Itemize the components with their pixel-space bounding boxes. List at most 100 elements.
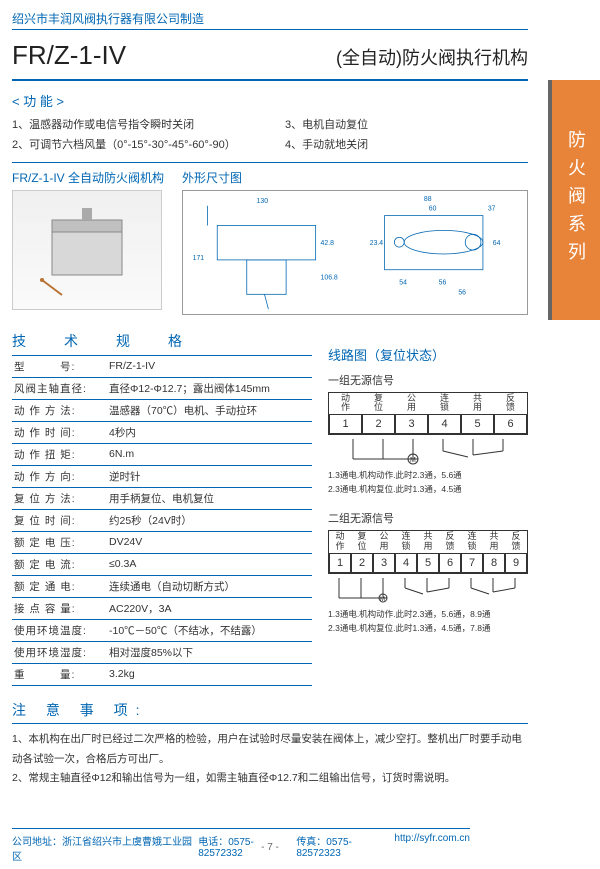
spec-value: ≤0.3A — [107, 553, 312, 575]
terminal-cell: 复位 — [351, 531, 373, 553]
spec-row: 型 号:FR/Z-1-IV — [12, 356, 312, 378]
svg-text:M: M — [410, 457, 416, 464]
features-heading: < 功 能 > — [12, 91, 528, 110]
title-row: FR/Z-1-IV (全自动)防火阀执行机构 — [12, 36, 528, 81]
spec-row: 动 作 方 向:逆时针 — [12, 465, 312, 487]
footer-fax: 传真：0575-82572323 — [296, 833, 394, 863]
spec-row: 使用环境湿度:相对湿度85%以下 — [12, 641, 312, 663]
circuit-column: 线路图（复位状态） 一组无源信号 动作复位公用连锁共用反馈 123456 M 1… — [328, 327, 528, 686]
svg-text:130: 130 — [257, 197, 269, 204]
spec-row: 风阀主轴直径:直径Φ12-Φ12.7；露出阀体145mm — [12, 377, 312, 399]
spec-label: 额 定 电 流: — [12, 553, 107, 575]
spec-row: 额 定 通 电:连续通电（自动切断方式） — [12, 575, 312, 597]
spec-value: 逆时针 — [107, 465, 312, 487]
spec-row: 复 位 时 间:约25秒（24V时） — [12, 509, 312, 531]
spec-value: FR/Z-1-IV — [107, 356, 312, 378]
spec-value: 温感器（70℃）电机、手动拉环 — [107, 399, 312, 421]
spec-column: 技术规格 型 号:FR/Z-1-IV风阀主轴直径:直径Φ12-Φ12.7；露出阀… — [12, 327, 312, 686]
svg-text:42.8: 42.8 — [321, 240, 335, 247]
spec-row: 额 定 电 压:DV24V — [12, 531, 312, 553]
spec-row: 动 作 扭 矩:6N.m — [12, 443, 312, 465]
circuit-svg-2: M — [328, 578, 528, 604]
spec-row: 重 量:3.2kg — [12, 663, 312, 685]
spec-value: 3.2kg — [107, 663, 312, 685]
spec-row: 接 点 容 量:AC220V，3A — [12, 597, 312, 619]
circuit-note: 2.3通电.机构复位.此时1.3通，4.5通 — [328, 484, 528, 496]
terminal-cell: 8 — [483, 553, 505, 573]
spec-row: 使用环境温度:-10℃－50℃（不结冰，不结露） — [12, 619, 312, 641]
note-item: 1、本机构在出厂时已经过二次严格的检验，用户在试验时尽量安装在阀体上，减少空打。… — [12, 730, 528, 770]
terminal-cell: 2 — [362, 414, 395, 434]
terminal-cell: 4 — [428, 414, 461, 434]
spec-value: 直径Φ12-Φ12.7；露出阀体145mm — [107, 377, 312, 399]
terminal-cell: 连锁 — [395, 531, 417, 553]
spec-value: 相对湿度85%以下 — [107, 641, 312, 663]
spec-value: 4秒内 — [107, 421, 312, 443]
terminal-cell: 公用 — [395, 393, 428, 415]
spec-table: 型 号:FR/Z-1-IV风阀主轴直径:直径Φ12-Φ12.7；露出阀体145m… — [12, 356, 312, 686]
terminal-cell: 6 — [439, 553, 461, 573]
spec-title: 技术规格 — [12, 327, 312, 356]
features-list: 1、温感器动作或电信号指令瞬时关闭 2、可调节六档风量（0°-15°-30°-4… — [12, 114, 528, 163]
feature-item: 1、温感器动作或电信号指令瞬时关闭 — [12, 116, 255, 136]
model-code: FR/Z-1-IV — [12, 40, 126, 71]
terminal-cell: 反馈 — [494, 393, 527, 415]
note-item: 2、常规主轴直径Φ12和输出信号为一组，如需主轴直径Φ12.7和二组输出信号，订… — [12, 769, 528, 789]
terminal-cell: 复位 — [362, 393, 395, 415]
manufacturer-line: 绍兴市丰润风阀执行器有限公司制造 — [12, 8, 528, 30]
spec-label: 复 位 时 间: — [12, 509, 107, 531]
terminal-cell: 公用 — [373, 531, 395, 553]
terminal-cell: 1 — [329, 553, 351, 573]
terminal-cell: 动作 — [329, 531, 351, 553]
terminal-cell: 6 — [494, 414, 527, 434]
notes-body: 1、本机构在出厂时已经过二次严格的检验，用户在试验时尽量安装在阀体上，减少空打。… — [12, 730, 528, 790]
terminal-cell: 9 — [505, 553, 527, 573]
device-icon — [27, 200, 147, 300]
terminal-cell: 3 — [395, 414, 428, 434]
spec-label: 接 点 容 量: — [12, 597, 107, 619]
spec-label: 型 号: — [12, 356, 107, 378]
circuit-group1-title: 一组无源信号 — [328, 372, 528, 388]
spec-label: 复 位 方 法: — [12, 487, 107, 509]
circuit-svg-1: M — [328, 439, 528, 465]
svg-text:56: 56 — [439, 279, 447, 286]
spec-label: 重 量: — [12, 663, 107, 685]
terminal-cell: 连锁 — [428, 393, 461, 415]
terminal-cell: 7 — [461, 553, 483, 573]
terminal-cell: 共用 — [461, 393, 494, 415]
svg-text:54: 54 — [399, 279, 407, 286]
footer-address: 公司地址：浙江省绍兴市上虞曹娥工业园区 — [12, 833, 198, 863]
notes-section: 注 意 事 项: 1、本机构在出厂时已经过二次严格的检验，用户在试验时尽量安装在… — [12, 700, 528, 790]
spec-label: 动 作 方 法: — [12, 399, 107, 421]
svg-text:64: 64 — [493, 240, 501, 247]
circuit-note: 2.3通电.机构复位.此时1.3通，4.5通，7.8通 — [328, 623, 528, 635]
side-category-tab: 防火阀系列 — [548, 80, 600, 320]
svg-text:171: 171 — [193, 254, 205, 261]
product-name: (全自动)防火阀执行机构 — [336, 44, 528, 70]
dimension-drawing: 130 42.8 106.8 171 88 60 37 64 23.4 54 5… — [183, 191, 527, 314]
spec-label: 风阀主轴直径: — [12, 377, 107, 399]
spec-value: -10℃－50℃（不结冰，不结露） — [107, 619, 312, 641]
outline-title: 外形尺寸图 — [182, 169, 528, 186]
circuit-note: 1.3通电.机构动作.此时2.3通，5.6通 — [328, 470, 528, 482]
photo-title: FR/Z-1-IV 全自动防火阀机构 — [12, 169, 172, 186]
spec-label: 动 作 方 向: — [12, 465, 107, 487]
terminal-cell: 2 — [351, 553, 373, 573]
photo-column: FR/Z-1-IV 全自动防火阀机构 — [12, 169, 172, 315]
spec-label: 额 定 电 压: — [12, 531, 107, 553]
terminal-cell: 共用 — [483, 531, 505, 553]
svg-text:23.4: 23.4 — [370, 240, 384, 247]
spec-label: 动 作 扭 矩: — [12, 443, 107, 465]
footer: 公司地址：浙江省绍兴市上虞曹娥工业园区 电话：0575-82572332 传真：… — [12, 828, 470, 863]
terminal-cell: 动作 — [329, 393, 362, 415]
feature-item: 3、电机自动复位 — [285, 116, 528, 136]
terminal-cell: 反馈 — [505, 531, 527, 553]
spec-label: 使用环境温度: — [12, 619, 107, 641]
spec-value: 6N.m — [107, 443, 312, 465]
svg-text:56: 56 — [458, 289, 466, 296]
svg-text:88: 88 — [424, 195, 432, 202]
spec-value: 用手柄复位、电机复位 — [107, 487, 312, 509]
spec-row: 复 位 方 法:用手柄复位、电机复位 — [12, 487, 312, 509]
svg-text:37: 37 — [488, 205, 496, 212]
circuit-group2-title: 二组无源信号 — [328, 510, 528, 526]
